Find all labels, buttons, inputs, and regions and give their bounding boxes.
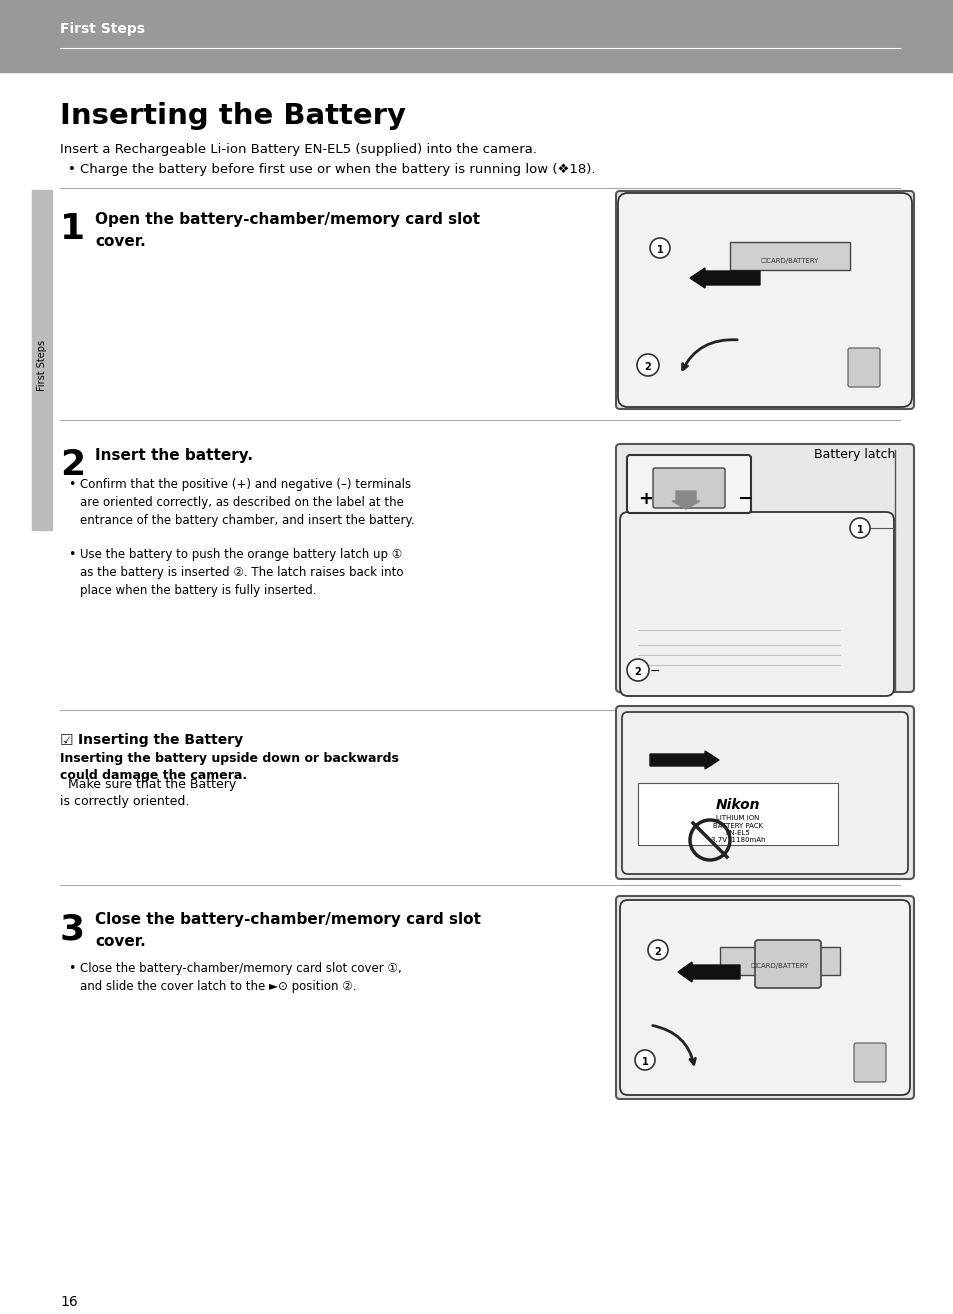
FancyBboxPatch shape <box>853 1043 885 1081</box>
Text: ☐CARD/BATTERY: ☐CARD/BATTERY <box>750 963 808 968</box>
Text: •: • <box>68 163 76 176</box>
FancyBboxPatch shape <box>619 512 893 696</box>
Text: Insert the battery.: Insert the battery. <box>95 448 253 463</box>
Text: 1: 1 <box>856 526 862 535</box>
Circle shape <box>626 660 648 681</box>
Text: 2: 2 <box>654 947 660 957</box>
Text: 16: 16 <box>60 1296 77 1309</box>
Text: Open the battery-chamber/memory card slot
cover.: Open the battery-chamber/memory card slo… <box>95 212 479 250</box>
Text: Inserting the battery upside down or backwards
could damage the camera.: Inserting the battery upside down or bac… <box>60 752 398 782</box>
Text: 2: 2 <box>634 668 640 677</box>
Text: Close the battery-chamber/memory card slot cover ①,
and slide the cover latch to: Close the battery-chamber/memory card sl… <box>80 962 401 993</box>
FancyBboxPatch shape <box>616 706 913 879</box>
Text: Confirm that the positive (+) and negative (–) terminals
are oriented correctly,: Confirm that the positive (+) and negati… <box>80 478 415 527</box>
Text: Insert a Rechargeable Li-ion Battery EN-EL5 (supplied) into the camera.: Insert a Rechargeable Li-ion Battery EN-… <box>60 143 537 156</box>
Text: ☐CARD/BATTERY: ☐CARD/BATTERY <box>760 258 819 264</box>
FancyBboxPatch shape <box>616 896 913 1099</box>
Text: +: + <box>638 490 652 509</box>
FancyBboxPatch shape <box>847 348 879 388</box>
FancyBboxPatch shape <box>616 191 913 409</box>
Circle shape <box>635 1050 655 1070</box>
Text: 2: 2 <box>644 361 651 372</box>
Text: Inserting the Battery: Inserting the Battery <box>60 102 406 130</box>
Text: LITHIUM ION
BATTERY PACK
EN-EL5
3.7V  1180mAh: LITHIUM ION BATTERY PACK EN-EL5 3.7V 118… <box>710 815 764 844</box>
Text: Inserting the Battery: Inserting the Battery <box>78 733 243 746</box>
FancyBboxPatch shape <box>626 455 750 512</box>
Text: Battery latch: Battery latch <box>813 448 894 461</box>
FancyArrow shape <box>689 268 760 288</box>
Circle shape <box>647 940 667 961</box>
Bar <box>729 242 849 269</box>
Text: Make sure that the Battery
is correctly oriented.: Make sure that the Battery is correctly … <box>60 778 236 808</box>
Bar <box>638 783 837 845</box>
Circle shape <box>649 238 669 258</box>
FancyBboxPatch shape <box>618 193 911 407</box>
Text: •: • <box>68 478 75 491</box>
Text: First Steps: First Steps <box>60 22 145 35</box>
Text: Use the battery to push the orange battery latch up ①
as the battery is inserted: Use the battery to push the orange batte… <box>80 548 403 597</box>
Circle shape <box>637 353 659 376</box>
FancyBboxPatch shape <box>619 900 909 1095</box>
Text: 1: 1 <box>641 1056 648 1067</box>
Text: •: • <box>68 962 75 975</box>
FancyBboxPatch shape <box>616 444 913 692</box>
FancyArrow shape <box>649 752 719 769</box>
Text: Nikon: Nikon <box>715 798 760 812</box>
Bar <box>32 191 52 530</box>
Bar <box>720 947 840 975</box>
FancyArrow shape <box>671 491 700 509</box>
Circle shape <box>849 518 869 537</box>
FancyBboxPatch shape <box>621 712 907 874</box>
Text: ☑: ☑ <box>60 733 73 748</box>
Text: Charge the battery before first use or when the battery is running low (❖18).: Charge the battery before first use or w… <box>80 163 595 176</box>
Text: −: − <box>649 665 659 678</box>
FancyBboxPatch shape <box>652 468 724 509</box>
Text: •: • <box>68 548 75 561</box>
Text: 2: 2 <box>60 448 85 482</box>
Text: −: − <box>737 490 751 509</box>
Text: Close the battery-chamber/memory card slot
cover.: Close the battery-chamber/memory card sl… <box>95 912 480 949</box>
Text: 1: 1 <box>60 212 85 246</box>
FancyArrow shape <box>678 962 740 982</box>
Text: 1: 1 <box>656 244 662 255</box>
Text: First Steps: First Steps <box>37 339 47 390</box>
Text: 3: 3 <box>60 912 85 946</box>
Bar <box>0 0 953 72</box>
FancyBboxPatch shape <box>754 940 821 988</box>
